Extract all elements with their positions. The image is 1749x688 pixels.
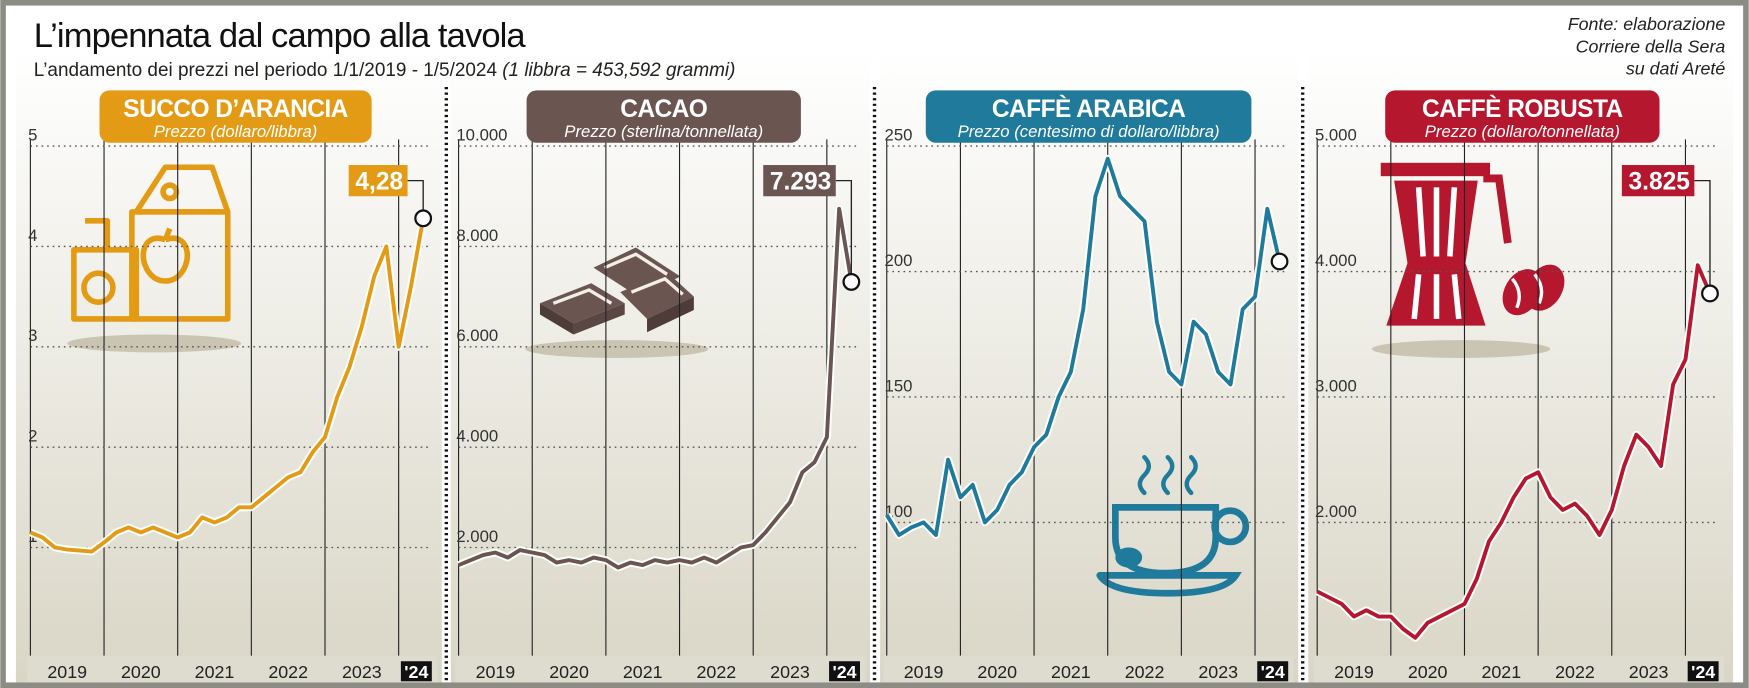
icon-part xyxy=(1381,163,1490,176)
chart-subtitle: Prezzo (sterlina/tonnellata) xyxy=(564,122,763,141)
subtitle-note: (1 libbra = 453,592 grammi) xyxy=(502,60,735,81)
chart-title: CAFFÈ ARABICA xyxy=(992,95,1186,123)
x-tick-label: 2022 xyxy=(1555,662,1595,682)
x-tick-label: 2019 xyxy=(1334,662,1374,682)
y-tick-label: 3.000 xyxy=(1315,376,1357,395)
x-tick-label: '24 xyxy=(1261,662,1285,682)
x-tick-label: 2021 xyxy=(1051,662,1091,682)
icon-shadow xyxy=(67,335,241,353)
x-tick-label: '24 xyxy=(404,662,428,682)
x-tick-label: 2019 xyxy=(47,662,87,682)
end-point xyxy=(1702,286,1718,302)
x-tick-label: 2020 xyxy=(121,662,161,682)
y-tick-label: 150 xyxy=(885,376,913,395)
panel-bg xyxy=(451,50,870,682)
y-tick-label: 4 xyxy=(28,226,37,245)
x-tick-label: 2019 xyxy=(904,662,944,682)
subtitle-text: L’andamento dei prezzi nel periodo 1/1/2… xyxy=(34,60,497,81)
source-line: Corriere della Sera xyxy=(1576,36,1726,56)
x-tick-label: 2022 xyxy=(1125,662,1165,682)
y-tick-label: 5.000 xyxy=(1315,125,1357,144)
y-tick-label: 10.000 xyxy=(456,125,507,144)
x-tick-label: 2023 xyxy=(1198,662,1238,682)
value-label: 4,28 xyxy=(355,169,403,196)
source-line: Fonte: elaborazione xyxy=(1568,14,1726,34)
x-tick-label: 2021 xyxy=(1481,662,1521,682)
x-tick-label: 2022 xyxy=(697,662,737,682)
y-tick-label: 5 xyxy=(28,125,37,144)
icon-part xyxy=(1119,551,1139,564)
x-tick-label: 2019 xyxy=(476,662,516,682)
chart-title: CACAO xyxy=(620,96,708,123)
x-tick-label: 2021 xyxy=(195,662,235,682)
panel-bg xyxy=(1308,50,1733,682)
chart-subtitle: Prezzo (dollaro/tonnellata) xyxy=(1425,122,1620,141)
chart-title: CAFFÈ ROBUSTA xyxy=(1422,95,1624,123)
title: L’impennata dal campo alla tavola xyxy=(34,17,527,55)
x-tick-label: 2023 xyxy=(342,662,382,682)
y-tick-label: 2.000 xyxy=(1315,502,1357,521)
end-point xyxy=(1272,254,1288,270)
y-tick-label: 2 xyxy=(28,427,37,446)
y-tick-label: 3 xyxy=(28,326,37,345)
y-tick-label: 4.000 xyxy=(1315,251,1357,270)
x-tick-label: '24 xyxy=(832,662,856,682)
subtitle: L’andamento dei prezzi nel periodo 1/1/2… xyxy=(34,60,736,81)
value-label: 7.293 xyxy=(770,169,831,196)
x-tick-label: 2020 xyxy=(549,662,589,682)
icon-shadow xyxy=(525,340,708,358)
x-tick-label: 2021 xyxy=(623,662,663,682)
x-tick-label: 2023 xyxy=(1629,662,1669,682)
y-tick-label: 4.000 xyxy=(456,427,498,446)
y-tick-label: 6.000 xyxy=(456,326,498,345)
chart-subtitle: Prezzo (centesimo di dollaro/libbra) xyxy=(958,122,1220,141)
x-tick-label: '24 xyxy=(1691,662,1715,682)
chart-subtitle: Prezzo (dollaro/libbra) xyxy=(154,122,318,141)
x-tick-label: 2022 xyxy=(268,662,308,682)
x-tick-label: 2023 xyxy=(770,662,810,682)
end-point xyxy=(844,274,860,290)
x-tick-label: 2020 xyxy=(1408,662,1448,682)
value-label: 3.825 xyxy=(1629,169,1690,196)
source-line: su dati Areté xyxy=(1626,59,1726,79)
y-tick-label: 2.000 xyxy=(456,527,498,546)
panel-bg xyxy=(16,50,442,682)
x-tick-label: 2020 xyxy=(977,662,1017,682)
icon-shadow xyxy=(1372,340,1550,358)
end-point xyxy=(415,211,431,227)
chart-title: SUCCO D’ARANCIA xyxy=(123,96,348,123)
y-tick-label: 200 xyxy=(885,251,913,270)
y-tick-label: 8.000 xyxy=(456,226,498,245)
y-tick-label: 250 xyxy=(885,125,913,144)
infographic: L’impennata dal campo alla tavola L’anda… xyxy=(0,0,1749,688)
